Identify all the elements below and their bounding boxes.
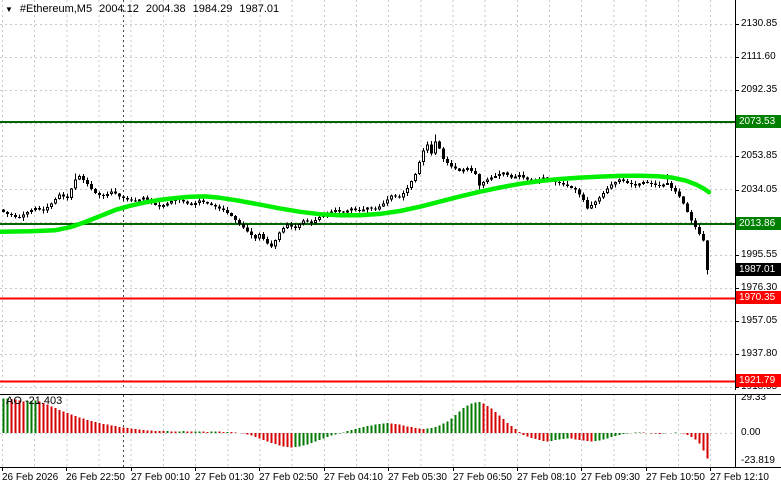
symbol-timeframe-label: #Ethereum,M5	[19, 3, 93, 15]
time-tick-mark	[324, 467, 325, 471]
price-tick-mark	[735, 387, 739, 388]
ao-tick-label: 29.33	[741, 392, 767, 403]
time-tick-mark	[2, 467, 3, 471]
time-tick-mark	[581, 467, 582, 471]
symbol-dropdown-icon[interactable]: ▼	[5, 4, 13, 14]
panel-divider[interactable]	[0, 390, 781, 394]
level-price-badge: 1921.79	[736, 374, 781, 387]
ohlc-low-value: 1984.29	[192, 3, 233, 15]
time-tick-mark	[259, 467, 260, 471]
time-tick-label: 26 Feb 22:50	[66, 472, 125, 483]
time-tick-label: 27 Feb 12:10	[710, 472, 769, 483]
time-tick-label: 27 Feb 02:50	[259, 472, 318, 483]
price-tick-mark	[735, 57, 739, 58]
price-tick-label: 2111.60	[741, 51, 776, 62]
price-tick-mark	[735, 156, 739, 157]
price-tick-mark	[735, 190, 739, 191]
price-tick-mark	[735, 24, 739, 25]
price-tick-label: 2053.85	[741, 150, 778, 161]
level-price-badge: 2073.53	[736, 115, 781, 128]
time-tick-label: 27 Feb 09:30	[581, 472, 640, 483]
time-tick-label: 27 Feb 00:10	[131, 472, 190, 483]
price-tick-label: 2092.35	[741, 84, 778, 95]
symbol-ohlc-header: ▼ #Ethereum,M5 2004.12 2004.38 1984.29 1…	[5, 3, 279, 15]
time-tick-mark	[388, 467, 389, 471]
price-tick-label: 2130.85	[741, 18, 778, 29]
price-tick-mark	[735, 288, 739, 289]
level-price-badge: 2013.86	[736, 217, 781, 230]
time-tick-label: 27 Feb 10:50	[646, 472, 705, 483]
price-tick-mark	[735, 90, 739, 91]
price-tick-label: 1937.80	[741, 348, 778, 359]
ao-indicator-label: AO -21.403	[6, 395, 63, 407]
time-tick-mark	[710, 467, 711, 471]
time-tick-mark	[517, 467, 518, 471]
time-tick-label: 27 Feb 06:50	[453, 472, 512, 483]
time-tick-label: 27 Feb 04:10	[324, 472, 383, 483]
ao-tick-label: -23.819	[741, 455, 775, 466]
time-tick-mark	[453, 467, 454, 471]
price-tick-mark	[735, 321, 739, 322]
time-tick-label: 27 Feb 01:30	[195, 472, 254, 483]
price-tick-label: 2034.05	[741, 184, 778, 195]
price-tick-mark	[735, 354, 739, 355]
time-tick-label: 27 Feb 08:10	[517, 472, 576, 483]
time-tick-mark	[131, 467, 132, 471]
ao-tick-label: 0.00	[741, 427, 761, 438]
price-tick-label: 1995.55	[741, 249, 778, 260]
price-tick-label: 1957.05	[741, 315, 778, 326]
time-tick-mark	[66, 467, 67, 471]
level-price-badge: 1970.35	[736, 291, 781, 304]
time-tick-label: 26 Feb 2026	[2, 472, 59, 483]
time-tick-mark	[195, 467, 196, 471]
time-tick-label: 27 Feb 05:30	[388, 472, 447, 483]
current-price-badge: 1987.01	[736, 263, 781, 276]
price-tick-label: 1976.30	[741, 282, 778, 293]
ohlc-open-value: 2004.12	[99, 3, 139, 15]
ohlc-high-value: 2004.38	[145, 3, 186, 15]
ohlc-close-value: 1987.01	[239, 3, 280, 15]
time-tick-mark	[646, 467, 647, 471]
price-tick-mark	[735, 255, 739, 256]
